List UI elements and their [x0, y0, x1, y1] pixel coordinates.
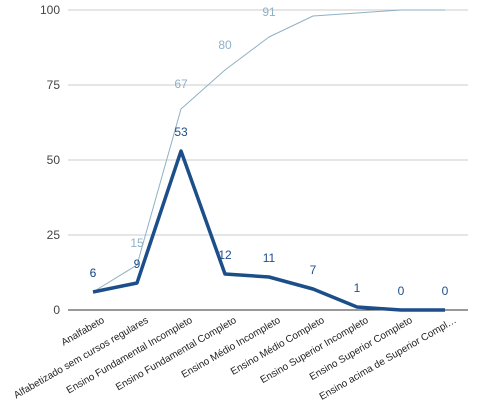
y-axis-ticks: 0 25 50 75 100 — [40, 3, 60, 317]
y-tick-label: 25 — [47, 228, 61, 242]
data-label: 9 — [134, 257, 141, 271]
data-label: 91 — [262, 5, 276, 19]
y-tick-label: 100 — [40, 3, 60, 17]
grid-lines — [68, 9, 468, 311]
data-label: 67 — [174, 77, 188, 91]
series-lines — [92, 9, 445, 312]
data-label: 0 — [442, 284, 449, 298]
data-label: 1 — [354, 281, 361, 295]
data-label: 53 — [174, 125, 188, 139]
data-label: 7 — [310, 263, 317, 277]
data-label: 15 — [130, 236, 144, 250]
data-label: 6 — [90, 266, 97, 280]
y-tick-label: 50 — [47, 153, 61, 167]
data-label: 6 — [90, 266, 97, 280]
data-label: 80 — [218, 38, 232, 52]
y-tick-label: 75 — [47, 78, 61, 92]
data-label: 12 — [218, 248, 232, 262]
data-label: 11 — [263, 251, 276, 265]
y-tick-label: 0 — [53, 303, 60, 317]
data-labels: 6156780919899100100695312117100 — [90, 5, 449, 298]
series-2-line — [92, 9, 445, 293]
series-1-line — [92, 149, 445, 312]
data-label: 0 — [398, 284, 405, 298]
